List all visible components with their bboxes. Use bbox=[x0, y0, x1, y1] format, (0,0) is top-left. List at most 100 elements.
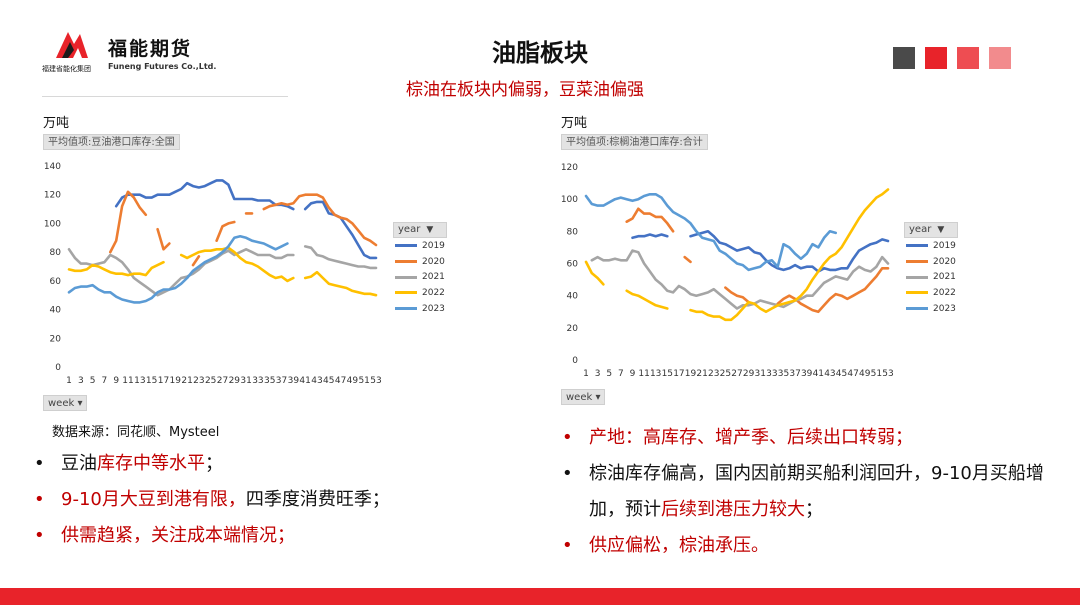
legend-swatch bbox=[395, 307, 417, 311]
series-line bbox=[156, 227, 171, 251]
bullet-item: • 供需趋紧，关注成本端情况； bbox=[34, 518, 504, 554]
filter-icon: ▼ bbox=[937, 225, 945, 235]
legend-label: 2022 bbox=[933, 287, 956, 298]
brand-name-cn: 福能期货 bbox=[108, 38, 193, 60]
bullet-text: ； bbox=[205, 453, 223, 474]
series-line bbox=[303, 245, 378, 270]
x-tick-label: 5 bbox=[90, 376, 96, 386]
series-line bbox=[67, 260, 165, 277]
x-tick-label: 23 bbox=[193, 376, 204, 386]
series-line bbox=[114, 179, 295, 211]
legend-label: 2021 bbox=[933, 272, 956, 283]
legend-label: 2020 bbox=[422, 256, 445, 267]
bullet-dot-icon: • bbox=[562, 463, 573, 484]
decor-square bbox=[893, 47, 915, 69]
legend-entry: 2019 bbox=[904, 238, 958, 254]
x-tick-label: 43 bbox=[311, 376, 322, 386]
x-tick-label: 47 bbox=[335, 376, 346, 386]
decor-square bbox=[957, 47, 979, 69]
chart-field-label[interactable]: 平均值项:棕榈油港口库存:合计 bbox=[561, 134, 708, 150]
legend-label: 2023 bbox=[933, 303, 956, 314]
y-tick-label: 0 bbox=[572, 356, 578, 366]
legend-swatch bbox=[906, 260, 928, 264]
series-line bbox=[109, 190, 148, 254]
legend-entry: 2020 bbox=[393, 254, 447, 270]
y-tick-label: 80 bbox=[50, 248, 62, 258]
x-tick-label: 25 bbox=[720, 369, 731, 379]
chart-legend: year ▼ 2019 2020 2021 2022 2023 bbox=[393, 222, 447, 316]
legend-label: 2019 bbox=[422, 240, 445, 251]
bullet-dot-icon: • bbox=[34, 453, 45, 474]
series-line bbox=[584, 260, 605, 286]
legend-entry: 2019 bbox=[393, 238, 447, 254]
brand-name-en: Funeng Futures Co.,Ltd. bbox=[108, 62, 217, 71]
decor-square bbox=[925, 47, 947, 69]
y-tick-label: 20 bbox=[50, 334, 62, 344]
x-tick-label: 3 bbox=[595, 369, 601, 379]
legend-filter-button[interactable]: year ▼ bbox=[393, 222, 447, 238]
series-2023 bbox=[67, 235, 289, 304]
legend-swatch bbox=[395, 275, 417, 279]
x-tick-label: 21 bbox=[181, 376, 192, 386]
series-2020 bbox=[625, 207, 890, 314]
right-bullet-list: • 产地：高库存、增产季、后续出口转弱； • 棕油库存偏高，国内因前期买船利润回升，9… bbox=[562, 420, 1072, 564]
x-tick-label: 27 bbox=[731, 369, 742, 379]
funeng-logo-icon bbox=[56, 32, 88, 58]
legend-swatch bbox=[906, 291, 928, 295]
legend-entry: 2022 bbox=[393, 285, 447, 301]
series-line bbox=[689, 188, 890, 322]
bullet-item: • 产地：高库存、增产季、后续出口转弱； bbox=[562, 420, 1072, 456]
chart-field-label[interactable]: 平均值项:豆油港口库存:全国 bbox=[43, 134, 180, 150]
bullet-text: 后续到港压力较大 bbox=[661, 499, 805, 520]
decor-square bbox=[989, 47, 1011, 69]
bullet-dot-icon: • bbox=[562, 427, 573, 448]
bullet-item: • 9-10月大豆到港有限，四季度消费旺季； bbox=[34, 482, 504, 518]
x-tick-label: 3 bbox=[78, 376, 84, 386]
bullet-item: • 供应偏松，棕油承压。 bbox=[562, 528, 1072, 564]
x-tick-label: 21 bbox=[696, 369, 707, 379]
y-tick-label: 0 bbox=[55, 363, 61, 373]
legend-swatch bbox=[395, 260, 417, 264]
x-tick-label: 39 bbox=[288, 376, 300, 386]
legend-filter-button[interactable]: year ▼ bbox=[904, 222, 958, 238]
series-line bbox=[303, 270, 378, 297]
legend-entry: 2020 bbox=[904, 254, 958, 270]
footer-bar bbox=[0, 588, 1080, 605]
bullet-text: 9-10月大豆到港有限， bbox=[61, 489, 246, 510]
series-line bbox=[67, 248, 295, 297]
x-tick-label: 37 bbox=[789, 369, 800, 379]
x-tick-label: 35 bbox=[264, 376, 275, 386]
series-2021 bbox=[67, 245, 378, 297]
x-tick-label: 29 bbox=[229, 376, 241, 386]
chart-legend: year ▼ 2019 2020 2021 2022 2023 bbox=[904, 222, 958, 316]
y-tick-label: 80 bbox=[567, 227, 579, 237]
y-tick-label: 120 bbox=[44, 191, 61, 201]
x-tick-label: 15 bbox=[146, 376, 157, 386]
header-divider bbox=[42, 96, 288, 97]
x-tick-label: 45 bbox=[836, 369, 847, 379]
x-tick-label: 9 bbox=[113, 376, 119, 386]
x-tick-label: 11 bbox=[638, 369, 649, 379]
series-2020 bbox=[109, 190, 378, 267]
x-tick-label: 49 bbox=[347, 376, 359, 386]
series-line bbox=[191, 255, 201, 267]
series-line bbox=[584, 193, 838, 272]
week-filter-button[interactable]: week ▾ bbox=[561, 389, 606, 405]
series-line bbox=[303, 200, 378, 260]
x-tick-label: 33 bbox=[766, 369, 777, 379]
legend-label: 2019 bbox=[933, 240, 956, 251]
y-tick-label: 60 bbox=[567, 260, 579, 270]
left-bullet-list: • 豆油库存中等水平； • 9-10月大豆到港有限，四季度消费旺季； • 供需趋紧，关注成… bbox=[34, 446, 504, 554]
bullet-dot-icon: • bbox=[34, 525, 45, 546]
x-tick-label: 17 bbox=[158, 376, 169, 386]
x-tick-label: 15 bbox=[662, 369, 673, 379]
chart-unit-label: 万吨 bbox=[43, 116, 70, 131]
bullet-dot-icon: • bbox=[562, 535, 573, 556]
palm-oil-inventory-chart: 万吨 平均值项:棕榈油港口库存:合计 0 20 40 60 80 100 120 1 3 5 7 9 1… bbox=[558, 112, 978, 412]
x-tick-label: 19 bbox=[685, 369, 697, 379]
week-filter-button[interactable]: week ▾ bbox=[43, 395, 88, 411]
series-line bbox=[631, 233, 669, 240]
x-tick-label: 51 bbox=[358, 376, 369, 386]
bullet-text: 四季度消费旺季； bbox=[245, 489, 390, 510]
x-tick-label: 25 bbox=[205, 376, 216, 386]
